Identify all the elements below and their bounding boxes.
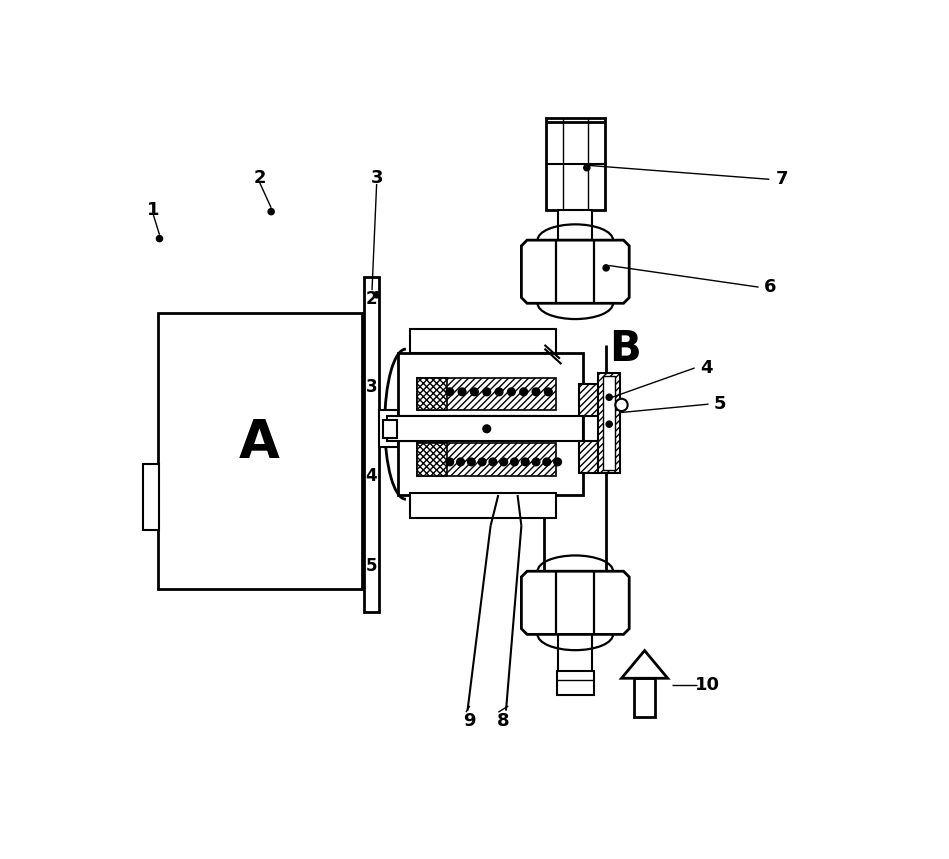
Bar [399,352,583,495]
Circle shape [495,388,503,396]
Text: 3: 3 [365,378,377,396]
Bar [546,118,605,210]
Circle shape [446,388,454,396]
Bar [579,442,599,473]
Text: 4: 4 [700,359,713,377]
Circle shape [606,421,612,427]
Circle shape [483,425,491,433]
Text: 1: 1 [147,201,159,219]
Polygon shape [521,571,629,635]
Text: 5: 5 [714,395,726,413]
Polygon shape [622,650,668,679]
Polygon shape [521,241,629,303]
Bar [142,464,159,530]
Circle shape [511,458,518,466]
Bar [418,443,556,476]
Bar [558,635,592,672]
Bar [418,378,556,411]
Circle shape [471,388,478,396]
Circle shape [521,458,530,466]
Circle shape [458,388,466,396]
Text: 4: 4 [365,466,377,484]
Circle shape [532,458,540,466]
Bar [410,330,556,352]
Circle shape [606,394,612,400]
Bar [603,376,615,471]
Circle shape [468,458,475,466]
Text: 3: 3 [370,168,382,186]
Text: 2: 2 [365,289,377,308]
Circle shape [446,458,454,466]
Circle shape [520,388,528,396]
Circle shape [584,165,590,171]
Circle shape [374,292,380,298]
Bar [558,571,592,595]
Bar [382,419,397,438]
Text: A: A [239,417,280,469]
Circle shape [456,458,464,466]
Bar [634,679,656,716]
Circle shape [603,265,609,271]
Bar [599,374,620,473]
Circle shape [500,458,508,466]
Circle shape [157,235,162,241]
Bar [410,493,556,518]
Text: 10: 10 [696,676,720,694]
Text: 9: 9 [463,711,475,729]
Bar [418,378,447,411]
Text: 6: 6 [764,278,776,296]
Circle shape [478,458,486,466]
Bar [379,411,399,448]
Circle shape [553,458,562,466]
Circle shape [489,458,496,466]
Bar [363,277,379,612]
Text: B: B [609,328,642,369]
Bar [558,210,592,241]
Bar [557,671,594,695]
Text: 5: 5 [365,557,377,575]
Bar [386,417,583,442]
Circle shape [545,388,552,396]
Circle shape [483,388,491,396]
Bar [158,314,362,589]
Circle shape [532,388,540,396]
Bar [579,384,599,417]
Circle shape [268,209,274,215]
Circle shape [615,399,627,411]
Bar [418,443,447,476]
Circle shape [543,458,550,466]
Text: 2: 2 [253,168,266,186]
Text: 7: 7 [775,170,788,188]
Text: 8: 8 [497,711,510,729]
Circle shape [508,388,515,396]
